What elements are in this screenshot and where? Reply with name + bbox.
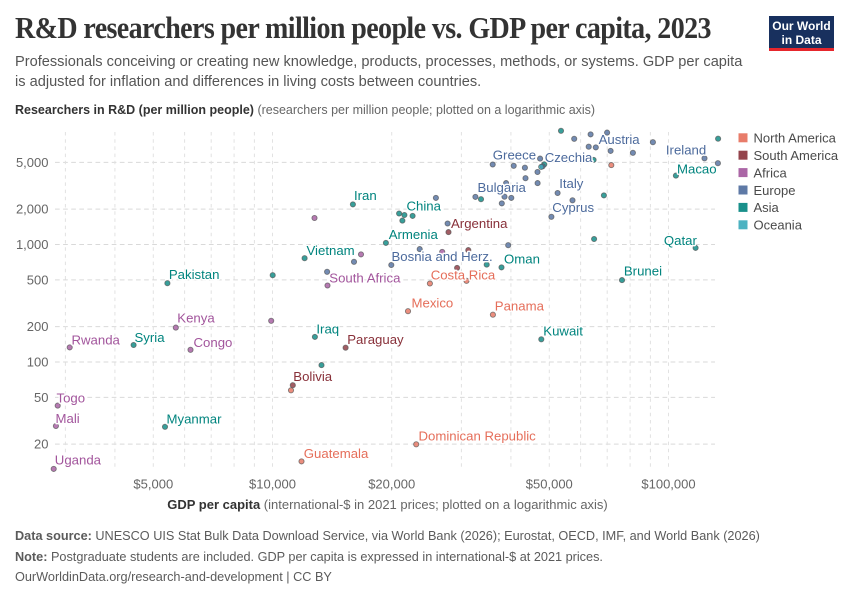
- svg-text:1,000: 1,000: [16, 237, 49, 252]
- svg-text:China: China: [407, 198, 442, 213]
- svg-text:Rwanda: Rwanda: [72, 333, 121, 348]
- svg-text:Bosnia and Herz.: Bosnia and Herz.: [392, 249, 493, 264]
- svg-text:Brunei: Brunei: [624, 264, 662, 279]
- svg-text:Europe: Europe: [754, 183, 796, 198]
- svg-text:Cyprus: Cyprus: [552, 200, 594, 215]
- svg-text:2,000: 2,000: [16, 202, 49, 217]
- svg-text:$20,000: $20,000: [368, 477, 415, 492]
- svg-text:100: 100: [27, 355, 49, 370]
- svg-text:$5,000: $5,000: [133, 477, 173, 492]
- svg-text:Bulgaria: Bulgaria: [478, 180, 527, 195]
- svg-text:$10,000: $10,000: [249, 477, 296, 492]
- svg-text:GDP per capita (international-: GDP per capita (international-$ in 2021 …: [167, 497, 608, 512]
- svg-text:Togo: Togo: [57, 391, 86, 406]
- svg-text:Czechia: Czechia: [545, 150, 593, 165]
- svg-text:50: 50: [34, 390, 48, 405]
- svg-text:Kenya: Kenya: [177, 311, 215, 326]
- svg-text:Oceania: Oceania: [754, 218, 803, 233]
- svg-text:20: 20: [34, 437, 48, 452]
- svg-text:Pakistan: Pakistan: [169, 267, 220, 282]
- svg-text:Iran: Iran: [354, 188, 377, 203]
- svg-text:Bolivia: Bolivia: [293, 369, 333, 384]
- svg-text:Ireland: Ireland: [666, 143, 706, 158]
- svg-text:Uganda: Uganda: [55, 452, 102, 467]
- svg-text:South Africa: South Africa: [329, 271, 401, 286]
- svg-text:500: 500: [27, 272, 49, 287]
- svg-text:Paraguay: Paraguay: [347, 332, 404, 347]
- svg-text:Greece: Greece: [493, 148, 536, 163]
- svg-text:Dominican Republic: Dominican Republic: [419, 429, 537, 444]
- svg-text:Argentina: Argentina: [451, 216, 508, 231]
- svg-text:Costa Rica: Costa Rica: [431, 268, 496, 283]
- svg-text:Armenia: Armenia: [389, 227, 439, 242]
- svg-text:Africa: Africa: [754, 165, 788, 180]
- svg-text:200: 200: [27, 319, 49, 334]
- svg-text:Mexico: Mexico: [412, 295, 454, 310]
- svg-text:Guatemala: Guatemala: [304, 446, 369, 461]
- svg-text:Panama: Panama: [495, 299, 545, 314]
- svg-text:Macao: Macao: [677, 162, 717, 177]
- svg-text:Syria: Syria: [135, 330, 166, 345]
- svg-text:Vietnam: Vietnam: [307, 243, 355, 258]
- svg-text:North America: North America: [754, 131, 837, 146]
- svg-text:Oman: Oman: [504, 251, 540, 266]
- svg-text:5,000: 5,000: [16, 155, 49, 170]
- svg-text:Iraq: Iraq: [316, 321, 339, 336]
- svg-text:Italy: Italy: [559, 176, 584, 191]
- svg-text:Qatar: Qatar: [664, 233, 698, 248]
- svg-text:Congo: Congo: [194, 335, 233, 350]
- svg-text:Austria: Austria: [599, 132, 641, 147]
- svg-text:Myanmar: Myanmar: [167, 411, 223, 426]
- svg-text:$50,000: $50,000: [526, 477, 573, 492]
- svg-text:Asia: Asia: [754, 200, 780, 215]
- svg-text:Mali: Mali: [56, 411, 80, 426]
- svg-text:$100,000: $100,000: [641, 477, 695, 492]
- svg-text:Kuwait: Kuwait: [543, 323, 583, 338]
- svg-text:South America: South America: [754, 148, 839, 163]
